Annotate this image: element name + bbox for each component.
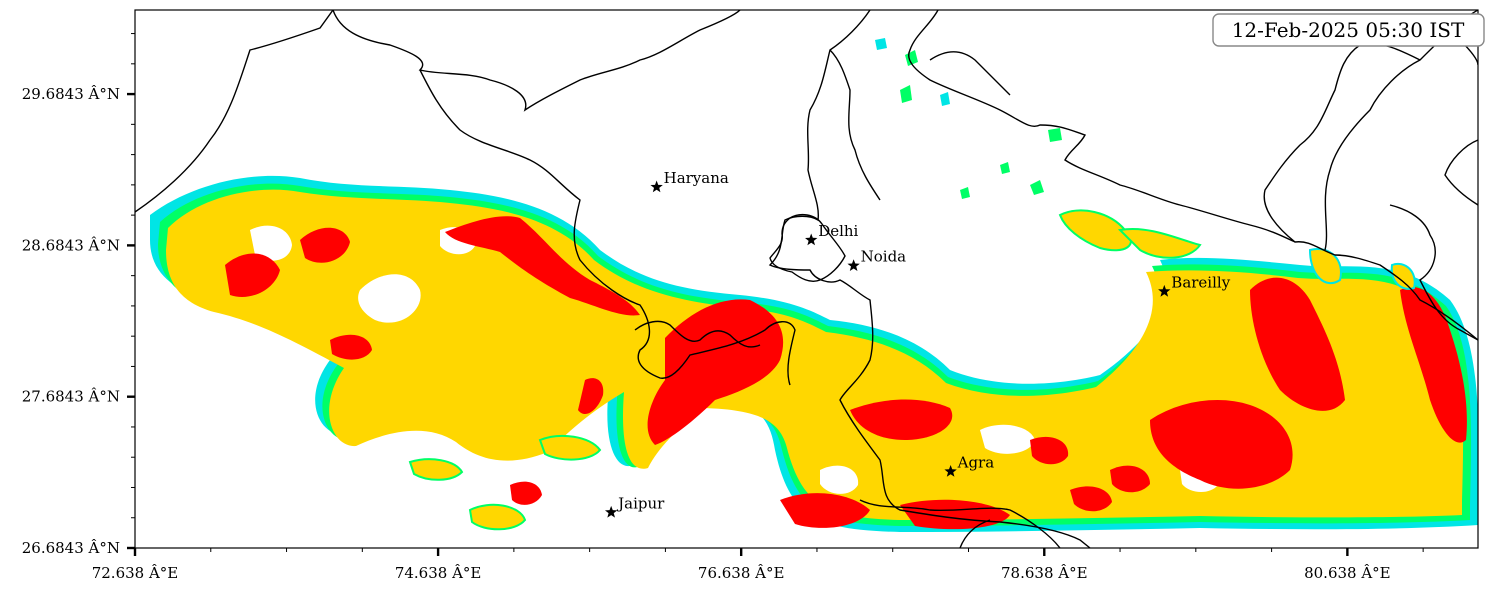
y-tick-label: 26.6843 Â°N [22,539,120,557]
x-tick-label: 80.638 Â°E [1304,564,1391,582]
timestamp-label: 12-Feb-2025 05:30 IST [1232,18,1465,42]
city-label: Jaipur [616,494,665,512]
city-label: Noida [861,248,907,266]
axes: 72.638 Â°E 74.638 Â°E 76.638 Â°E 78.638 Â°E… [22,33,1424,582]
city-marker-icon [604,505,618,518]
x-tick-label: 74.638 Â°E [395,564,482,582]
state-boundaries [135,10,1478,548]
city-label: Bareilly [1171,273,1230,291]
x-tick-label: 78.638 Â°E [1001,564,1088,582]
city-marker-icon [650,180,663,193]
city-label: Agra [957,453,995,471]
timestamp-badge: 12-Feb-2025 05:30 IST [1212,13,1485,47]
city-label: Delhi [818,222,858,240]
x-tick-label: 76.638 Â°E [698,564,785,582]
y-tick-label: 29.6843 Â°N [22,85,120,103]
x-tick-label: 72.638 Â°E [92,564,179,582]
fog-scatter [408,38,1416,531]
y-tick-label: 28.6843 Â°N [22,236,120,254]
plot-frame [134,9,1479,549]
city-marker-icon [944,464,957,477]
y-tick-label: 27.6843 Â°N [22,388,120,406]
fog-field [150,38,1478,532]
city-label: Haryana [664,169,729,187]
city-marker-icon [805,233,818,246]
city-marker-icon [1158,284,1171,297]
city-marker-icon [847,259,860,271]
